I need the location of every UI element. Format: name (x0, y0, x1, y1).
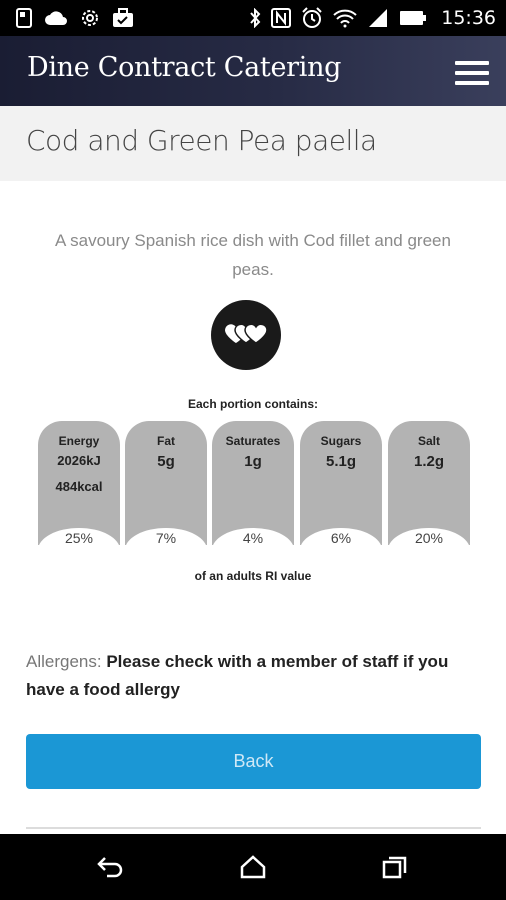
allergens-note: Please check with a member of staff if y… (26, 652, 449, 699)
ri-caption: of an adults RI value (194, 569, 312, 583)
hamburger-menu-icon[interactable] (455, 61, 489, 85)
wifi-icon (333, 9, 357, 28)
tile-name: Energy (58, 434, 100, 448)
nutrition-tile-saturates: Saturates 1g 4% (212, 421, 294, 545)
status-bar: 15:36 (0, 0, 506, 36)
sim-icon (16, 8, 32, 28)
tile-value: 1.2g (413, 453, 444, 470)
settings-cog-icon (82, 10, 98, 26)
status-right-icons: 15:36 (249, 7, 506, 29)
dish-description: A savoury Spanish rice dish with Cod fil… (55, 231, 451, 279)
tile-name: Fat (157, 434, 175, 448)
tile-value: 5g (157, 453, 175, 470)
cloud-icon (45, 11, 67, 25)
divider (26, 827, 481, 829)
alarm-icon (302, 7, 322, 28)
app-header: Dine Contract Catering (0, 36, 506, 106)
tile-name: Salt (417, 434, 440, 448)
tile-percent: 4% (212, 528, 294, 545)
app-title: Dine Contract Catering (27, 52, 342, 83)
nutrition-tile-fat: Fat 5g 7% (125, 421, 207, 545)
portion-heading: Each portion contains: (187, 397, 318, 411)
briefcase-icon (113, 8, 133, 27)
tile-name: Saturates (225, 434, 281, 448)
hearts-logo-icon (211, 300, 281, 370)
tile-name: Sugars (320, 434, 362, 448)
nutrition-tile-salt: Salt 1.2g 20% (388, 421, 470, 545)
page-title: Cod and Green Pea paella (26, 124, 377, 157)
nfc-icon (271, 8, 292, 28)
nutrition-tile-sugars: Sugars 5.1g 6% (300, 421, 382, 545)
battery-icon (400, 11, 427, 25)
nutrition-tile-energy: Energy 2026kJ 484kcal 25% (38, 421, 120, 545)
back-button[interactable]: Back (26, 734, 481, 789)
signal-icon (369, 9, 388, 27)
back-nav-icon[interactable] (81, 842, 141, 892)
tile-value: 2026kJ (57, 453, 101, 468)
tile-value-kcal: 484kcal (55, 479, 103, 494)
tile-percent: 20% (388, 528, 470, 545)
tile-value: 1g (244, 453, 262, 470)
title-band (0, 106, 506, 181)
status-left-icons (0, 8, 134, 28)
home-nav-icon[interactable] (223, 842, 283, 892)
tile-percent: 7% (125, 528, 207, 545)
allergens-info: Allergens: Please check with a member of… (26, 648, 486, 704)
allergens-label: Allergens: (26, 652, 107, 671)
system-nav-bar (0, 834, 506, 900)
recents-nav-icon[interactable] (365, 842, 425, 892)
bluetooth-icon (250, 8, 261, 28)
clock: 15:36 (441, 7, 496, 29)
tile-percent: 25% (38, 528, 120, 545)
tile-value: 5.1g (325, 453, 356, 470)
tile-percent: 6% (300, 528, 382, 545)
